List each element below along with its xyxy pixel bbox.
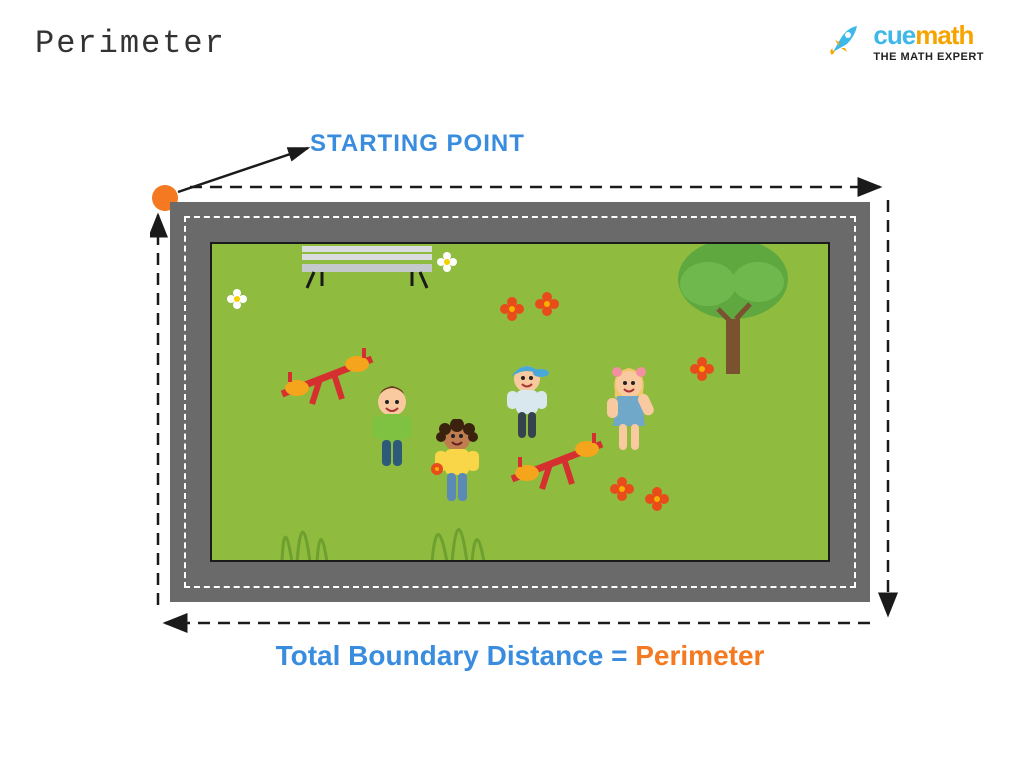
logo-brand-text: cuemath: [873, 20, 984, 51]
perimeter-diagram: STARTING POINT: [140, 130, 900, 690]
grass-area: [210, 242, 830, 562]
child-icon: [597, 364, 662, 469]
brand-logo: cuemath THE MATH EXPERT: [825, 20, 984, 63]
child-icon: [362, 384, 422, 484]
logo-tagline: THE MATH EXPERT: [873, 51, 984, 63]
park-outer-path: [170, 202, 870, 602]
child-icon: [497, 359, 557, 459]
child-icon: [427, 419, 487, 519]
formula-lhs: Total Boundary Distance: [276, 640, 604, 671]
rocket-icon: [825, 20, 865, 60]
formula-text: Total Boundary Distance = Perimeter: [140, 640, 900, 672]
formula-equals: =: [603, 640, 635, 671]
starting-point-label: STARTING POINT: [310, 130, 525, 158]
formula-rhs: Perimeter: [635, 640, 764, 671]
page-title: Perimeter: [35, 25, 226, 62]
